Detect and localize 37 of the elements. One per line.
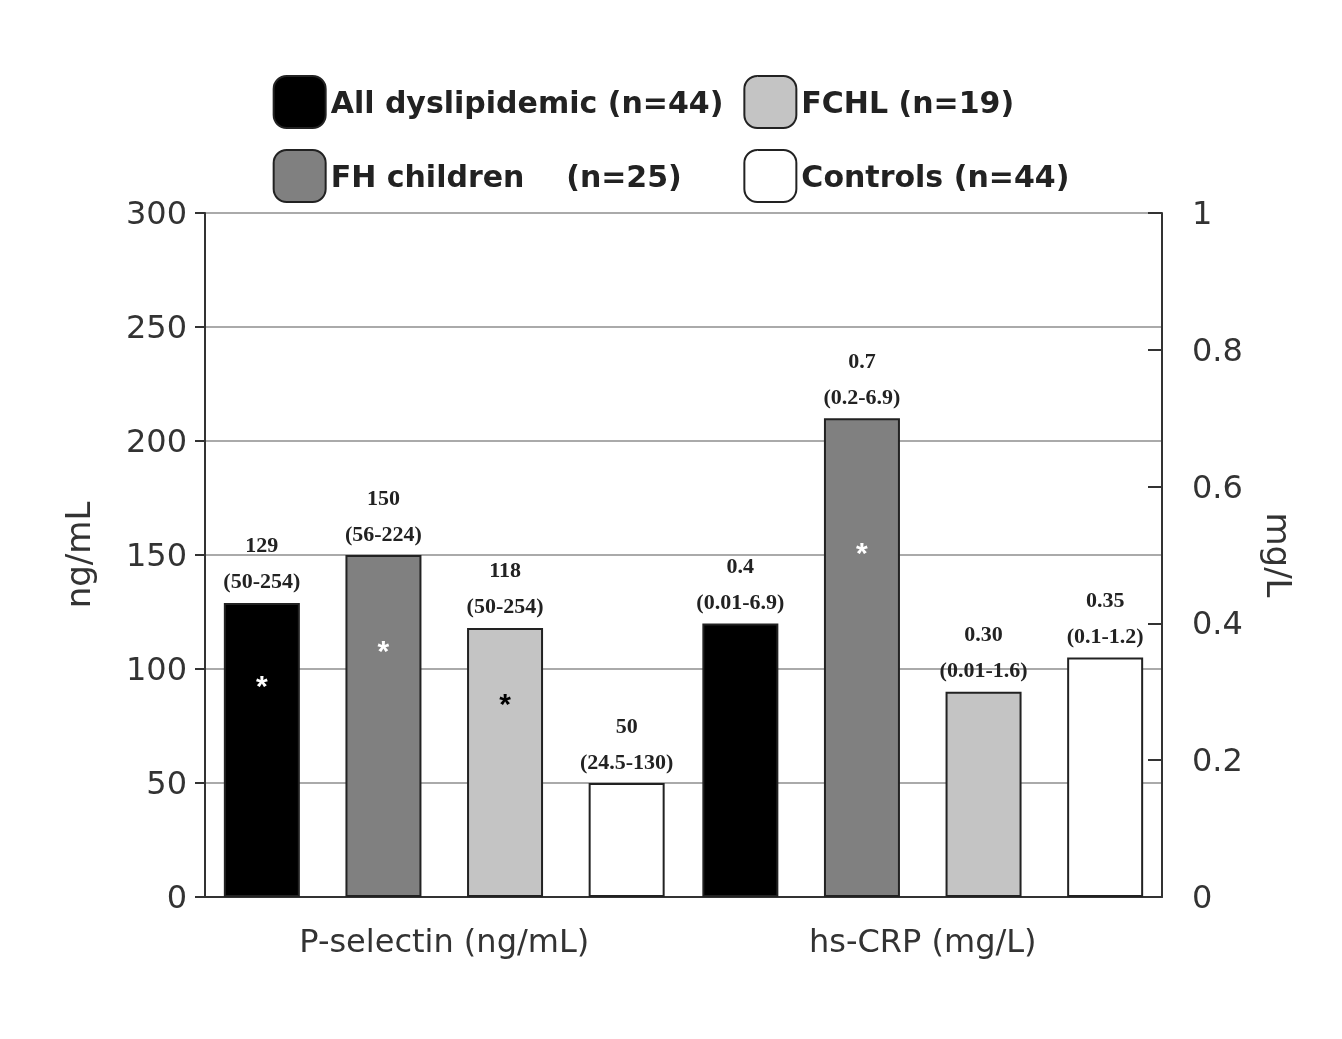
y-tick-label: 0 xyxy=(166,878,187,916)
data-label: 129 (50-254) xyxy=(223,532,301,594)
y2-tick-label: 0.2 xyxy=(1192,741,1243,780)
annotation: * xyxy=(377,634,390,668)
x-tick-label: P-selectin (ng/mL) xyxy=(299,922,590,960)
bar xyxy=(345,555,422,897)
legend-label: FCHL (n=19) xyxy=(801,84,1015,120)
y2-tick-label: 1 xyxy=(1192,194,1213,232)
y-tick-label: 50 xyxy=(146,764,187,802)
y-tick-label: 150 xyxy=(125,536,187,574)
y-axis-title: ng/mL xyxy=(58,501,98,609)
data-label: 0.4 (0.01-6.9) xyxy=(696,552,785,614)
bar xyxy=(467,627,544,897)
data-label: 50 (24.5-130) xyxy=(579,712,674,774)
x-tick-label: hs-CRP (mg/L) xyxy=(808,922,1037,960)
data-label: 150 (56-224) xyxy=(344,484,422,546)
legend-label: Controls (n=44) xyxy=(801,158,1070,194)
data-label: 0.7 (0.2-6.9) xyxy=(823,347,901,409)
annotation: * xyxy=(499,686,512,720)
y-tick-label: 100 xyxy=(125,650,187,688)
y2-tick-label: 0 xyxy=(1192,878,1213,916)
data-label: 0.30 (0.01-1.6) xyxy=(939,621,1028,683)
y2-tick-label: 0.6 xyxy=(1192,467,1243,506)
y-tick-label: 200 xyxy=(125,422,187,460)
y2-tick-label: 0.4 xyxy=(1192,604,1243,643)
bar xyxy=(588,783,665,897)
data-label: 118 (50-254) xyxy=(466,557,544,619)
y2-tick-label: 0.8 xyxy=(1192,330,1243,369)
y-tick-label: 250 xyxy=(125,308,187,346)
annotation: * xyxy=(256,668,269,702)
data-label: 0.35 (0.1-1.2) xyxy=(1066,587,1144,649)
annotation: * xyxy=(856,535,869,569)
y-tick-label: 300 xyxy=(125,194,187,232)
bar xyxy=(223,602,300,897)
legend-label: FH children (n=25) xyxy=(330,158,682,194)
legend-label: All dyslipidemic (n=44) xyxy=(330,84,724,120)
y2-axis-title: mg/L xyxy=(1259,512,1299,598)
